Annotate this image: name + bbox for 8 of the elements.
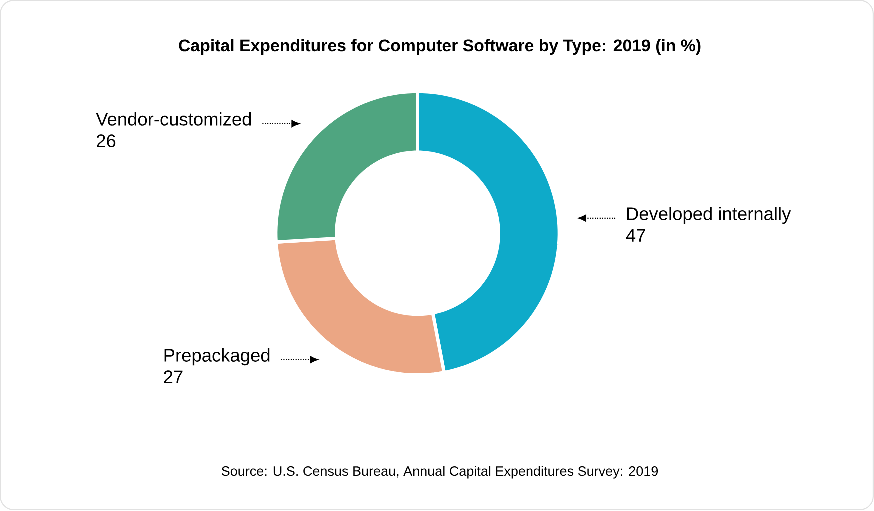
slice-label: Developed internally	[627, 207, 792, 224]
data-label: 47	[626, 230, 646, 242]
slice-label: Prepackaged	[164, 348, 270, 366]
slice-label: Vendor-customized	[96, 112, 252, 126]
chart-title: Capital Expenditures for Computer Software by Type: 2019 (in %)	[179, 39, 701, 56]
data-label: 26	[97, 134, 116, 148]
source-note: Source: U.S. Census Bureau, Annual Capital Expenditures Survey: 2019	[222, 466, 658, 480]
data-label: 27	[164, 370, 183, 384]
